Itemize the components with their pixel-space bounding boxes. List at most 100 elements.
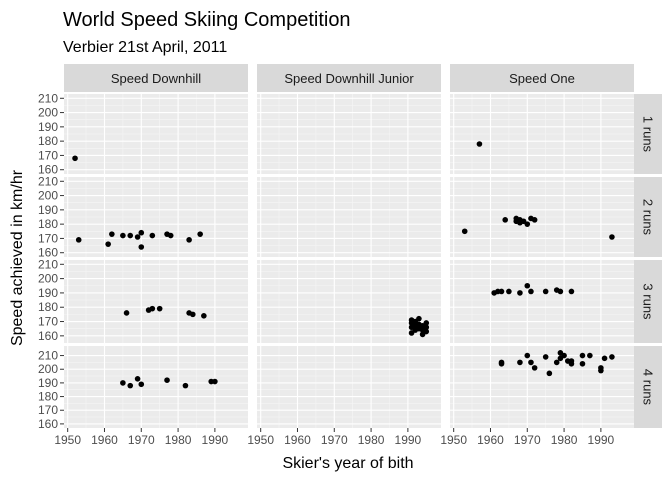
- data-point: [416, 315, 422, 322]
- data-point: [138, 244, 145, 250]
- y-tick-label: 180: [38, 300, 58, 314]
- data-point: [134, 234, 141, 240]
- row-strip-label: 2 runs: [641, 199, 656, 236]
- data-point: [579, 360, 586, 367]
- data-point: [546, 370, 553, 377]
- x-axis-title: Skier's year of bith: [282, 455, 413, 472]
- y-tick-label: 210: [38, 174, 58, 188]
- y-tick-label: 210: [38, 349, 58, 363]
- y-tick-label: 200: [38, 189, 58, 203]
- y-tick-label: 190: [38, 120, 58, 134]
- data-point: [164, 377, 170, 383]
- column-strip-label: Speed Downhill: [111, 71, 201, 86]
- data-point: [609, 234, 615, 240]
- panel-background: [64, 260, 248, 343]
- y-tick-label: 160: [38, 417, 58, 431]
- data-point: [167, 232, 174, 239]
- data-point: [190, 311, 196, 318]
- y-tick-label: 200: [38, 272, 58, 286]
- data-point: [531, 365, 538, 371]
- x-tick-label: 1970: [128, 433, 155, 447]
- data-point: [75, 237, 82, 243]
- y-tick-label: 200: [38, 362, 58, 376]
- data-point: [598, 367, 604, 374]
- data-point: [568, 288, 575, 295]
- data-point: [138, 229, 145, 236]
- data-point: [182, 382, 189, 389]
- data-point: [524, 352, 531, 359]
- data-point: [587, 352, 593, 359]
- data-point: [72, 155, 78, 162]
- data-point: [601, 355, 608, 362]
- data-point: [524, 282, 531, 289]
- column-strip-label: Speed Downhill Junior: [284, 71, 414, 86]
- data-point: [528, 288, 534, 295]
- data-point: [127, 382, 134, 389]
- data-point: [561, 352, 567, 359]
- data-point: [517, 290, 523, 296]
- data-point: [528, 359, 534, 366]
- panel-background: [64, 346, 248, 428]
- data-point: [568, 358, 575, 364]
- y-tick-label: 210: [38, 91, 58, 105]
- x-tick-label: 1980: [358, 433, 385, 447]
- y-tick-label: 160: [38, 246, 58, 260]
- x-tick-label: 1970: [321, 433, 348, 447]
- row-strip: [634, 260, 662, 343]
- data-point: [201, 313, 207, 319]
- y-tick-label: 170: [38, 403, 58, 417]
- chart-subtitle: Verbier 21st April, 2011: [63, 39, 227, 56]
- panel-background: [450, 260, 634, 343]
- y-tick-label: 190: [38, 376, 58, 390]
- x-tick-label: 1980: [551, 433, 578, 447]
- data-point: [542, 354, 549, 360]
- y-tick-label: 190: [38, 286, 58, 300]
- data-point: [498, 288, 505, 295]
- data-point: [197, 231, 203, 237]
- data-point: [149, 305, 156, 312]
- panel-grid: Speed Downhill Speed Downhill Junior Speed…: [38, 64, 662, 447]
- data-point: [476, 141, 483, 147]
- row-strip-label: 1 runs: [641, 116, 656, 153]
- x-tick-label: 1970: [514, 433, 541, 447]
- data-point: [423, 328, 430, 335]
- data-point: [105, 241, 111, 247]
- x-tick-label: 1960: [91, 433, 118, 447]
- chart-title: World Speed Skiing Competition: [63, 9, 351, 31]
- data-point: [557, 288, 564, 295]
- data-point: [579, 352, 586, 359]
- y-tick-label: 170: [38, 148, 58, 162]
- y-axis-title: Speed achieved in km/hr: [9, 169, 26, 346]
- data-point: [609, 354, 615, 360]
- x-tick-label: 1950: [247, 433, 274, 447]
- y-tick-label: 180: [38, 134, 58, 148]
- data-point: [506, 288, 512, 295]
- data-point: [542, 288, 549, 295]
- data-point: [123, 310, 130, 316]
- y-tick-label: 160: [38, 329, 58, 343]
- x-tick-label: 1990: [202, 433, 229, 447]
- data-point: [423, 320, 430, 326]
- x-tick-label: 1980: [165, 433, 192, 447]
- data-point: [127, 232, 134, 239]
- data-point: [517, 359, 523, 366]
- y-tick-label: 200: [38, 106, 58, 120]
- column-strip: [64, 64, 248, 92]
- data-point: [502, 217, 509, 223]
- x-tick-label: 1990: [588, 433, 615, 447]
- data-point: [524, 221, 531, 227]
- column-strip: [450, 64, 634, 92]
- y-tick-label: 170: [38, 231, 58, 245]
- row-strip: [634, 177, 662, 257]
- column-strip: [257, 64, 441, 92]
- y-tick-label: 180: [38, 390, 58, 404]
- y-tick-label: 180: [38, 217, 58, 231]
- x-tick-label: 1990: [395, 433, 422, 447]
- row-strip: [634, 94, 662, 174]
- row-strip-label: 3 runs: [641, 283, 656, 320]
- data-point: [149, 232, 156, 239]
- data-point: [423, 324, 430, 331]
- data-point: [120, 380, 126, 386]
- y-tick-label: 210: [38, 257, 58, 271]
- data-point: [109, 231, 115, 237]
